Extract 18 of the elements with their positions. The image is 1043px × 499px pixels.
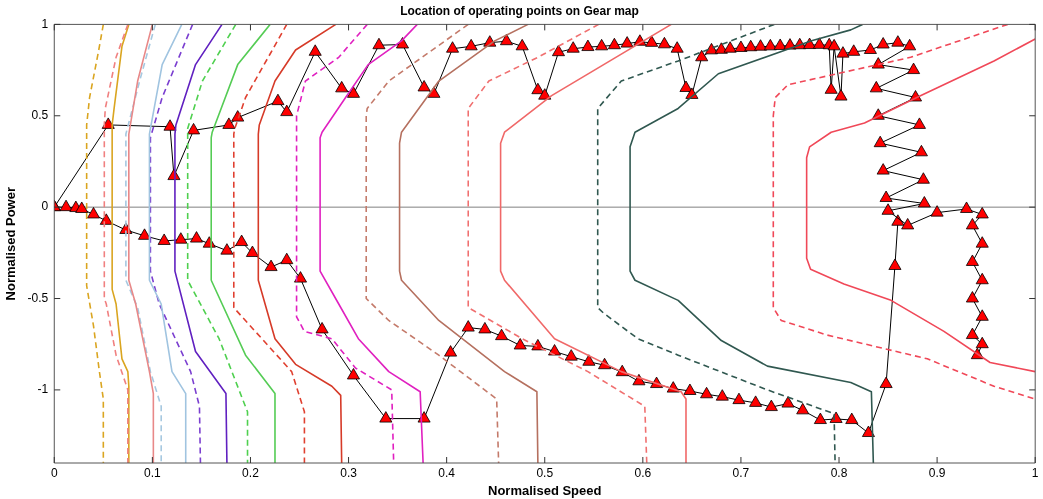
x-tick-label: 0.2 [242,465,260,480]
y-tick-label: -0.5 [27,290,49,305]
x-tick-label: 0.5 [536,465,554,480]
x-tick-label: 0.9 [928,465,946,480]
y-axis-title: Normalised Power [3,186,19,301]
x-tick-label: 0.8 [830,465,848,480]
x-tick-label: 0.4 [438,465,456,480]
x-axis-title: Normalised Speed [488,482,602,498]
y-tick-label: 1 [41,16,49,31]
x-tick-label: 0.3 [340,465,358,480]
y-tick-label: -1 [37,382,49,397]
x-tick-label: 0.6 [634,465,652,480]
chart-title: Location of operating points on Gear map [400,3,639,18]
y-tick-label: 0 [41,199,49,214]
x-tick-label: 0.1 [144,465,162,480]
x-tick-label: 1 [1031,465,1039,480]
x-tick-label: 0.7 [732,465,750,480]
y-tick-label: 0.5 [31,108,49,123]
